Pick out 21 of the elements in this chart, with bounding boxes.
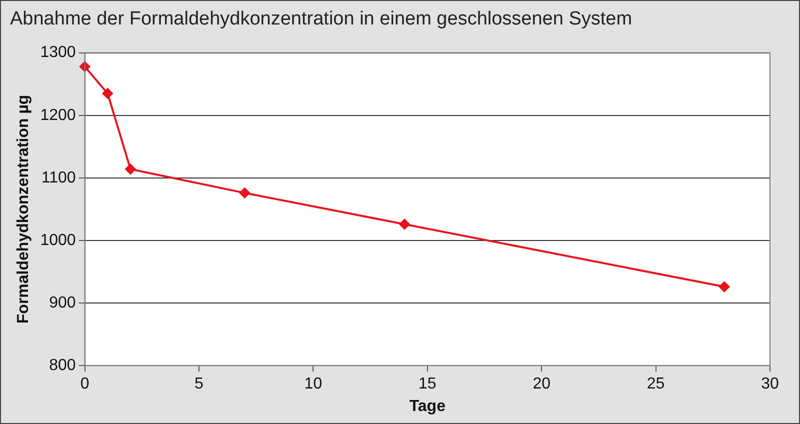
point — [718, 281, 730, 292]
y-tick-label: 1200 — [40, 106, 76, 124]
point — [102, 88, 114, 99]
y-tick-label: 800 — [49, 357, 76, 374]
y-tick-label: 1100 — [41, 169, 76, 186]
x-axis-title: Tage — [409, 398, 446, 415]
x-tick-label: 10 — [304, 376, 322, 393]
point — [124, 164, 136, 175]
point — [399, 218, 410, 230]
x-tick-label: 0 — [80, 376, 90, 393]
y-tick-label: 1300 — [40, 44, 76, 62]
x-tick-label: 5 — [194, 376, 204, 393]
y-tick-label: 1000 — [40, 232, 76, 249]
x-tick-label: 15 — [418, 376, 436, 393]
x-tick-label: 20 — [532, 376, 551, 393]
y-axis-title: Formaldehydkonzentration µg — [15, 94, 32, 324]
x-tick-label: 30 — [761, 376, 779, 393]
chart-title: Abnahme der Formaldehydkonzentration in einem geschlossenen System — [10, 8, 632, 30]
y-tick-label: 900 — [49, 294, 76, 312]
point — [239, 187, 250, 198]
x-tick-label: 25 — [646, 376, 665, 393]
